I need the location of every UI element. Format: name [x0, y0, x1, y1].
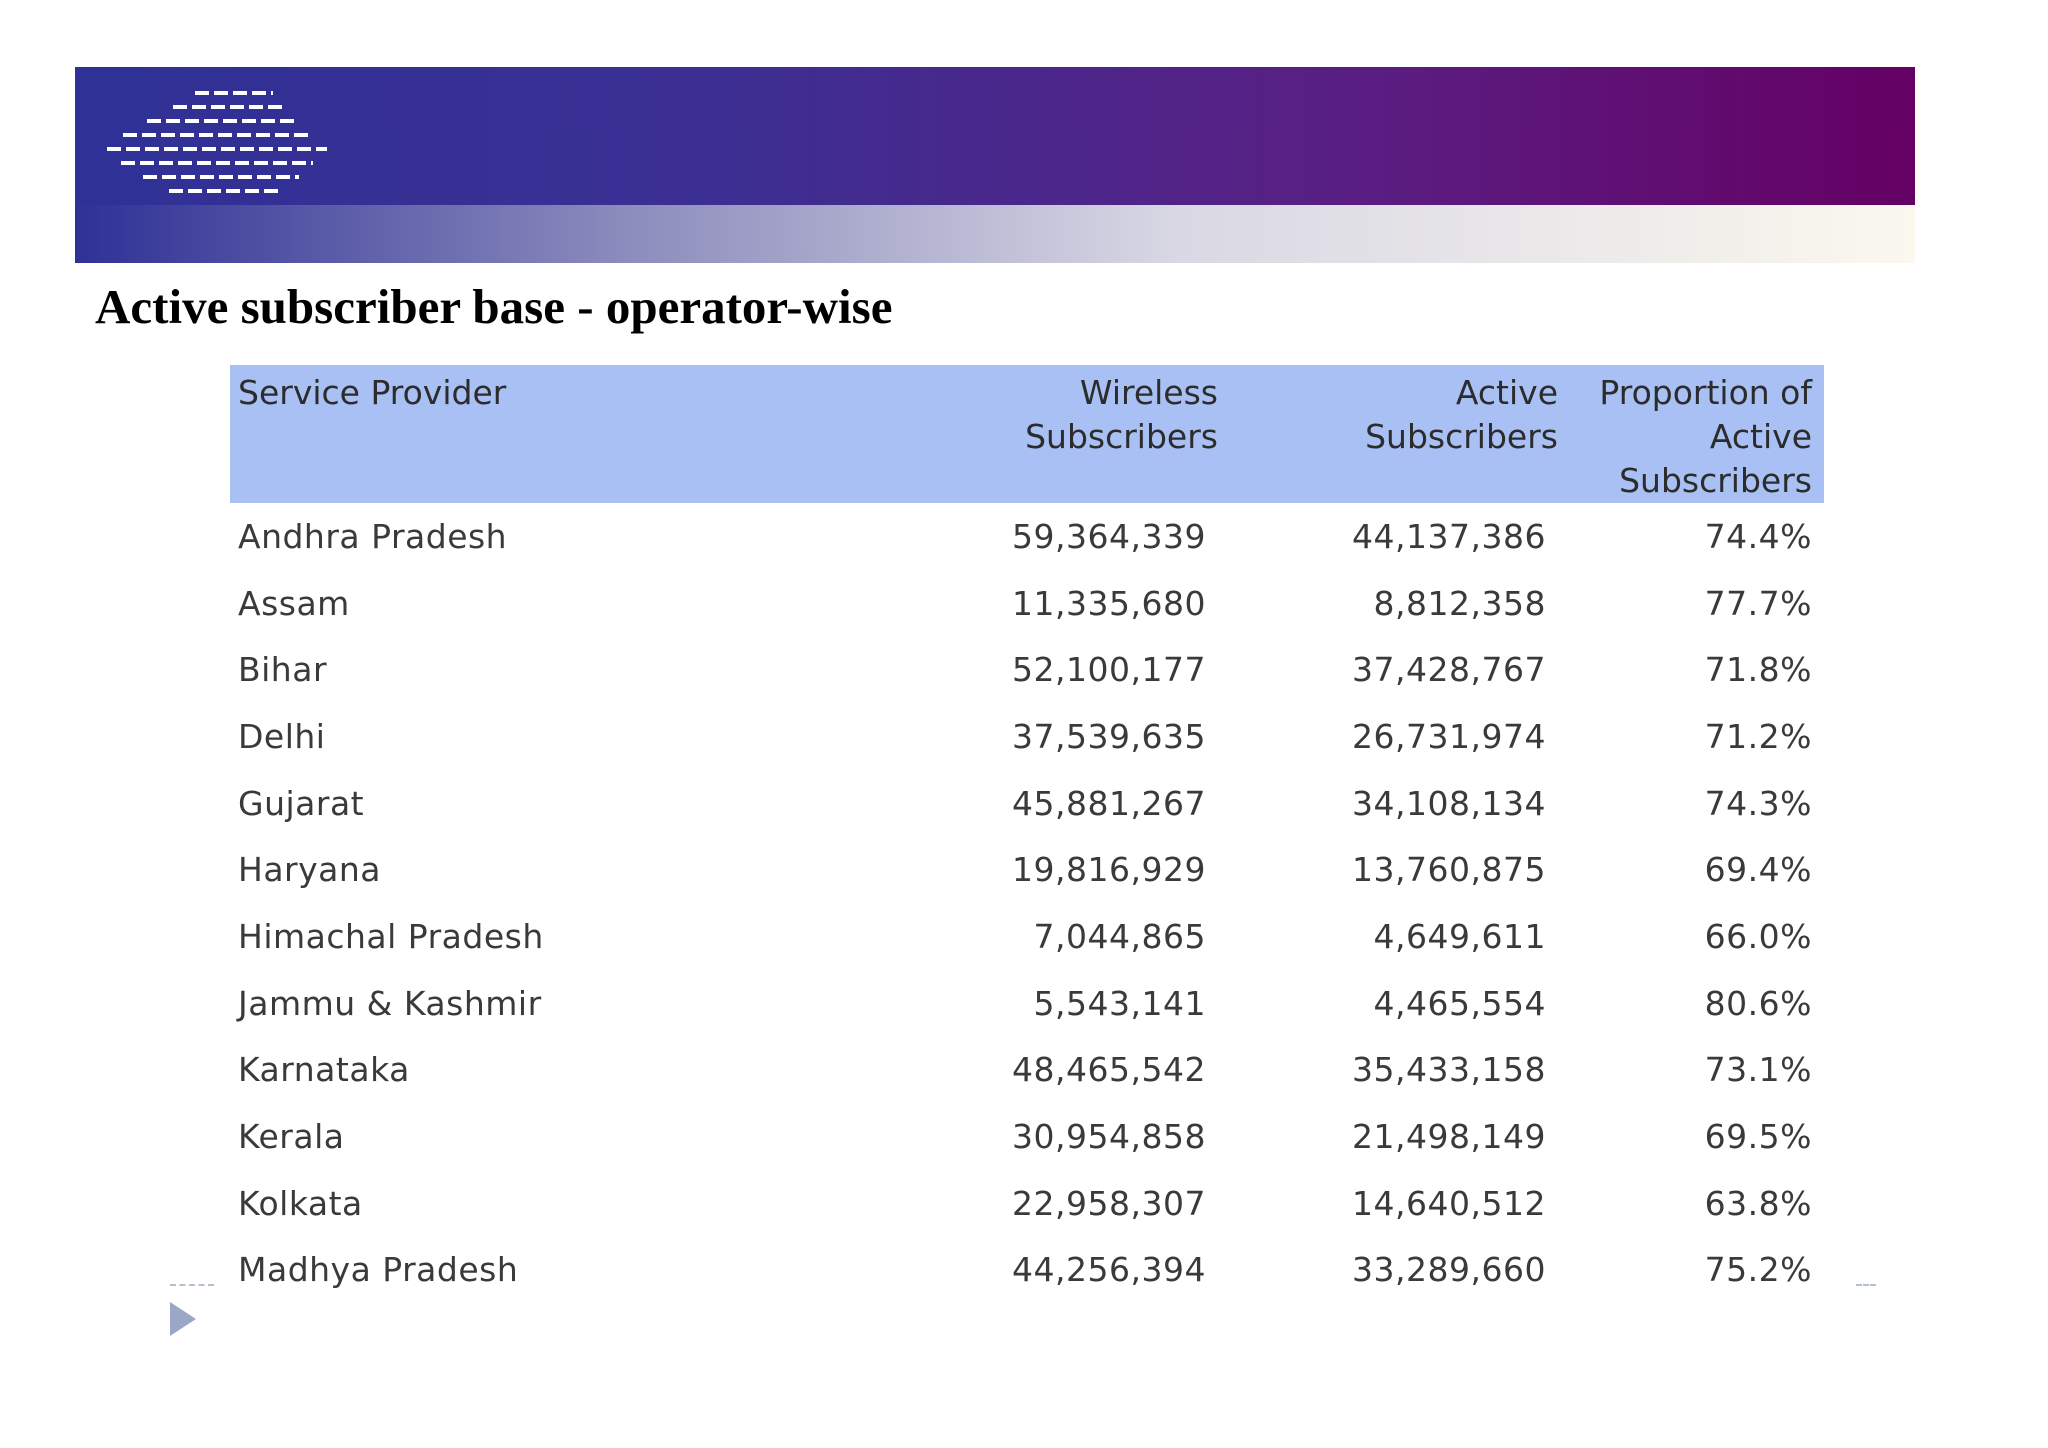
cell-wireless-subscribers: 19,816,929	[1012, 850, 1206, 890]
cell-wireless-subscribers: 48,465,542	[1012, 1050, 1206, 1090]
cell-wireless-subscribers: 59,364,339	[1012, 516, 1206, 556]
cell-wireless-subscribers: 5,543,141	[1033, 983, 1206, 1023]
table-row: Himachal Pradesh 7,044,865 4,649,611 66.…	[230, 903, 1824, 970]
cell-proportion: 69.4%	[1704, 850, 1812, 890]
cell-provider: Karnataka	[238, 1050, 410, 1090]
cell-active-subscribers: 34,108,134	[1352, 783, 1546, 823]
cell-active-subscribers: 21,498,149	[1352, 1117, 1546, 1157]
cell-active-subscribers: 35,433,158	[1352, 1050, 1546, 1090]
cell-wireless-subscribers: 22,958,307	[1012, 1183, 1206, 1223]
cell-provider: Jammu & Kashmir	[238, 983, 542, 1023]
column-header-proportion-active: Proportion of Active Subscribers	[1570, 365, 1824, 503]
column-header-service-provider: Service Provider	[230, 365, 930, 503]
cell-wireless-subscribers: 45,881,267	[1012, 783, 1206, 823]
header-banner	[75, 67, 1915, 263]
subscriber-table: Service Provider Wireless Subscribers Ac…	[230, 365, 1824, 1303]
cell-provider: Bihar	[238, 650, 328, 690]
cell-active-subscribers: 37,428,767	[1352, 650, 1546, 690]
cell-active-subscribers: 44,137,386	[1352, 516, 1546, 556]
cell-provider: Kolkata	[238, 1183, 363, 1223]
table-row: Assam 11,335,680 8,812,358 77.7%	[230, 570, 1824, 637]
cell-proportion: 73.1%	[1704, 1050, 1812, 1090]
table-row: Gujarat 45,881,267 34,108,134 74.3%	[230, 770, 1824, 837]
cell-proportion: 63.8%	[1704, 1183, 1812, 1223]
cell-active-subscribers: 26,731,974	[1352, 716, 1546, 756]
cell-active-subscribers: 8,812,358	[1373, 583, 1546, 623]
cell-wireless-subscribers: 7,044,865	[1033, 916, 1206, 956]
cell-active-subscribers: 33,289,660	[1352, 1250, 1546, 1290]
cell-wireless-subscribers: 30,954,858	[1012, 1117, 1206, 1157]
cell-proportion: 69.5%	[1704, 1117, 1812, 1157]
cell-provider: Gujarat	[238, 783, 365, 823]
cell-active-subscribers: 4,465,554	[1373, 983, 1546, 1023]
slide-title: Active subscriber base - operator-wise	[95, 279, 893, 334]
cell-proportion: 80.6%	[1704, 983, 1812, 1023]
cell-wireless-subscribers: 52,100,177	[1012, 650, 1206, 690]
cell-provider: Andhra Pradesh	[238, 516, 508, 556]
cell-provider: Assam	[238, 583, 350, 623]
column-header-wireless-subscribers: Wireless Subscribers	[930, 365, 1230, 503]
table-row: Haryana 19,816,929 13,760,875 69.4%	[230, 836, 1824, 903]
cell-proportion: 66.0%	[1704, 916, 1812, 956]
table-row: Madhya Pradesh 44,256,394 33,289,660 75.…	[230, 1237, 1824, 1304]
cell-active-subscribers: 14,640,512	[1352, 1183, 1546, 1223]
cell-provider: Himachal Pradesh	[238, 916, 544, 956]
triangle-bullet-icon	[170, 1302, 196, 1336]
table-row: Kolkata 22,958,307 14,640,512 63.8%	[230, 1170, 1824, 1237]
table-row: Delhi 37,539,635 26,731,974 71.2%	[230, 703, 1824, 770]
footer-divider-right	[1856, 1284, 1876, 1286]
cell-provider: Kerala	[238, 1117, 345, 1157]
cell-proportion: 71.8%	[1704, 650, 1812, 690]
cell-proportion: 77.7%	[1704, 583, 1812, 623]
table-row: Bihar 52,100,177 37,428,767 71.8%	[230, 636, 1824, 703]
cell-provider: Haryana	[238, 850, 381, 890]
table-header-row: Service Provider Wireless Subscribers Ac…	[230, 365, 1824, 503]
cell-wireless-subscribers: 37,539,635	[1012, 716, 1206, 756]
cell-provider: Delhi	[238, 716, 326, 756]
column-header-active-subscribers: Active Subscribers	[1230, 365, 1570, 503]
cell-active-subscribers: 13,760,875	[1352, 850, 1546, 890]
cell-proportion: 75.2%	[1704, 1250, 1812, 1290]
cell-proportion: 74.3%	[1704, 783, 1812, 823]
table-row: Jammu & Kashmir 5,543,141 4,465,554 80.6…	[230, 970, 1824, 1037]
banner-gradient-band	[75, 67, 1915, 205]
table-row: Kerala 30,954,858 21,498,149 69.5%	[230, 1103, 1824, 1170]
footer-divider-left	[170, 1284, 214, 1286]
table-row: Karnataka 48,465,542 35,433,158 73.1%	[230, 1037, 1824, 1104]
cell-active-subscribers: 4,649,611	[1373, 916, 1546, 956]
cell-provider: Madhya Pradesh	[238, 1250, 519, 1290]
table-row: Andhra Pradesh 59,364,339 44,137,386 74.…	[230, 503, 1824, 570]
cell-wireless-subscribers: 11,335,680	[1012, 583, 1206, 623]
banner-fade-band	[75, 205, 1915, 263]
striped-globe-logo-icon	[107, 91, 327, 193]
cell-proportion: 74.4%	[1704, 516, 1812, 556]
subscriber-table-container: Service Provider Wireless Subscribers Ac…	[230, 365, 1824, 1303]
cell-proportion: 71.2%	[1704, 716, 1812, 756]
cell-wireless-subscribers: 44,256,394	[1012, 1250, 1206, 1290]
